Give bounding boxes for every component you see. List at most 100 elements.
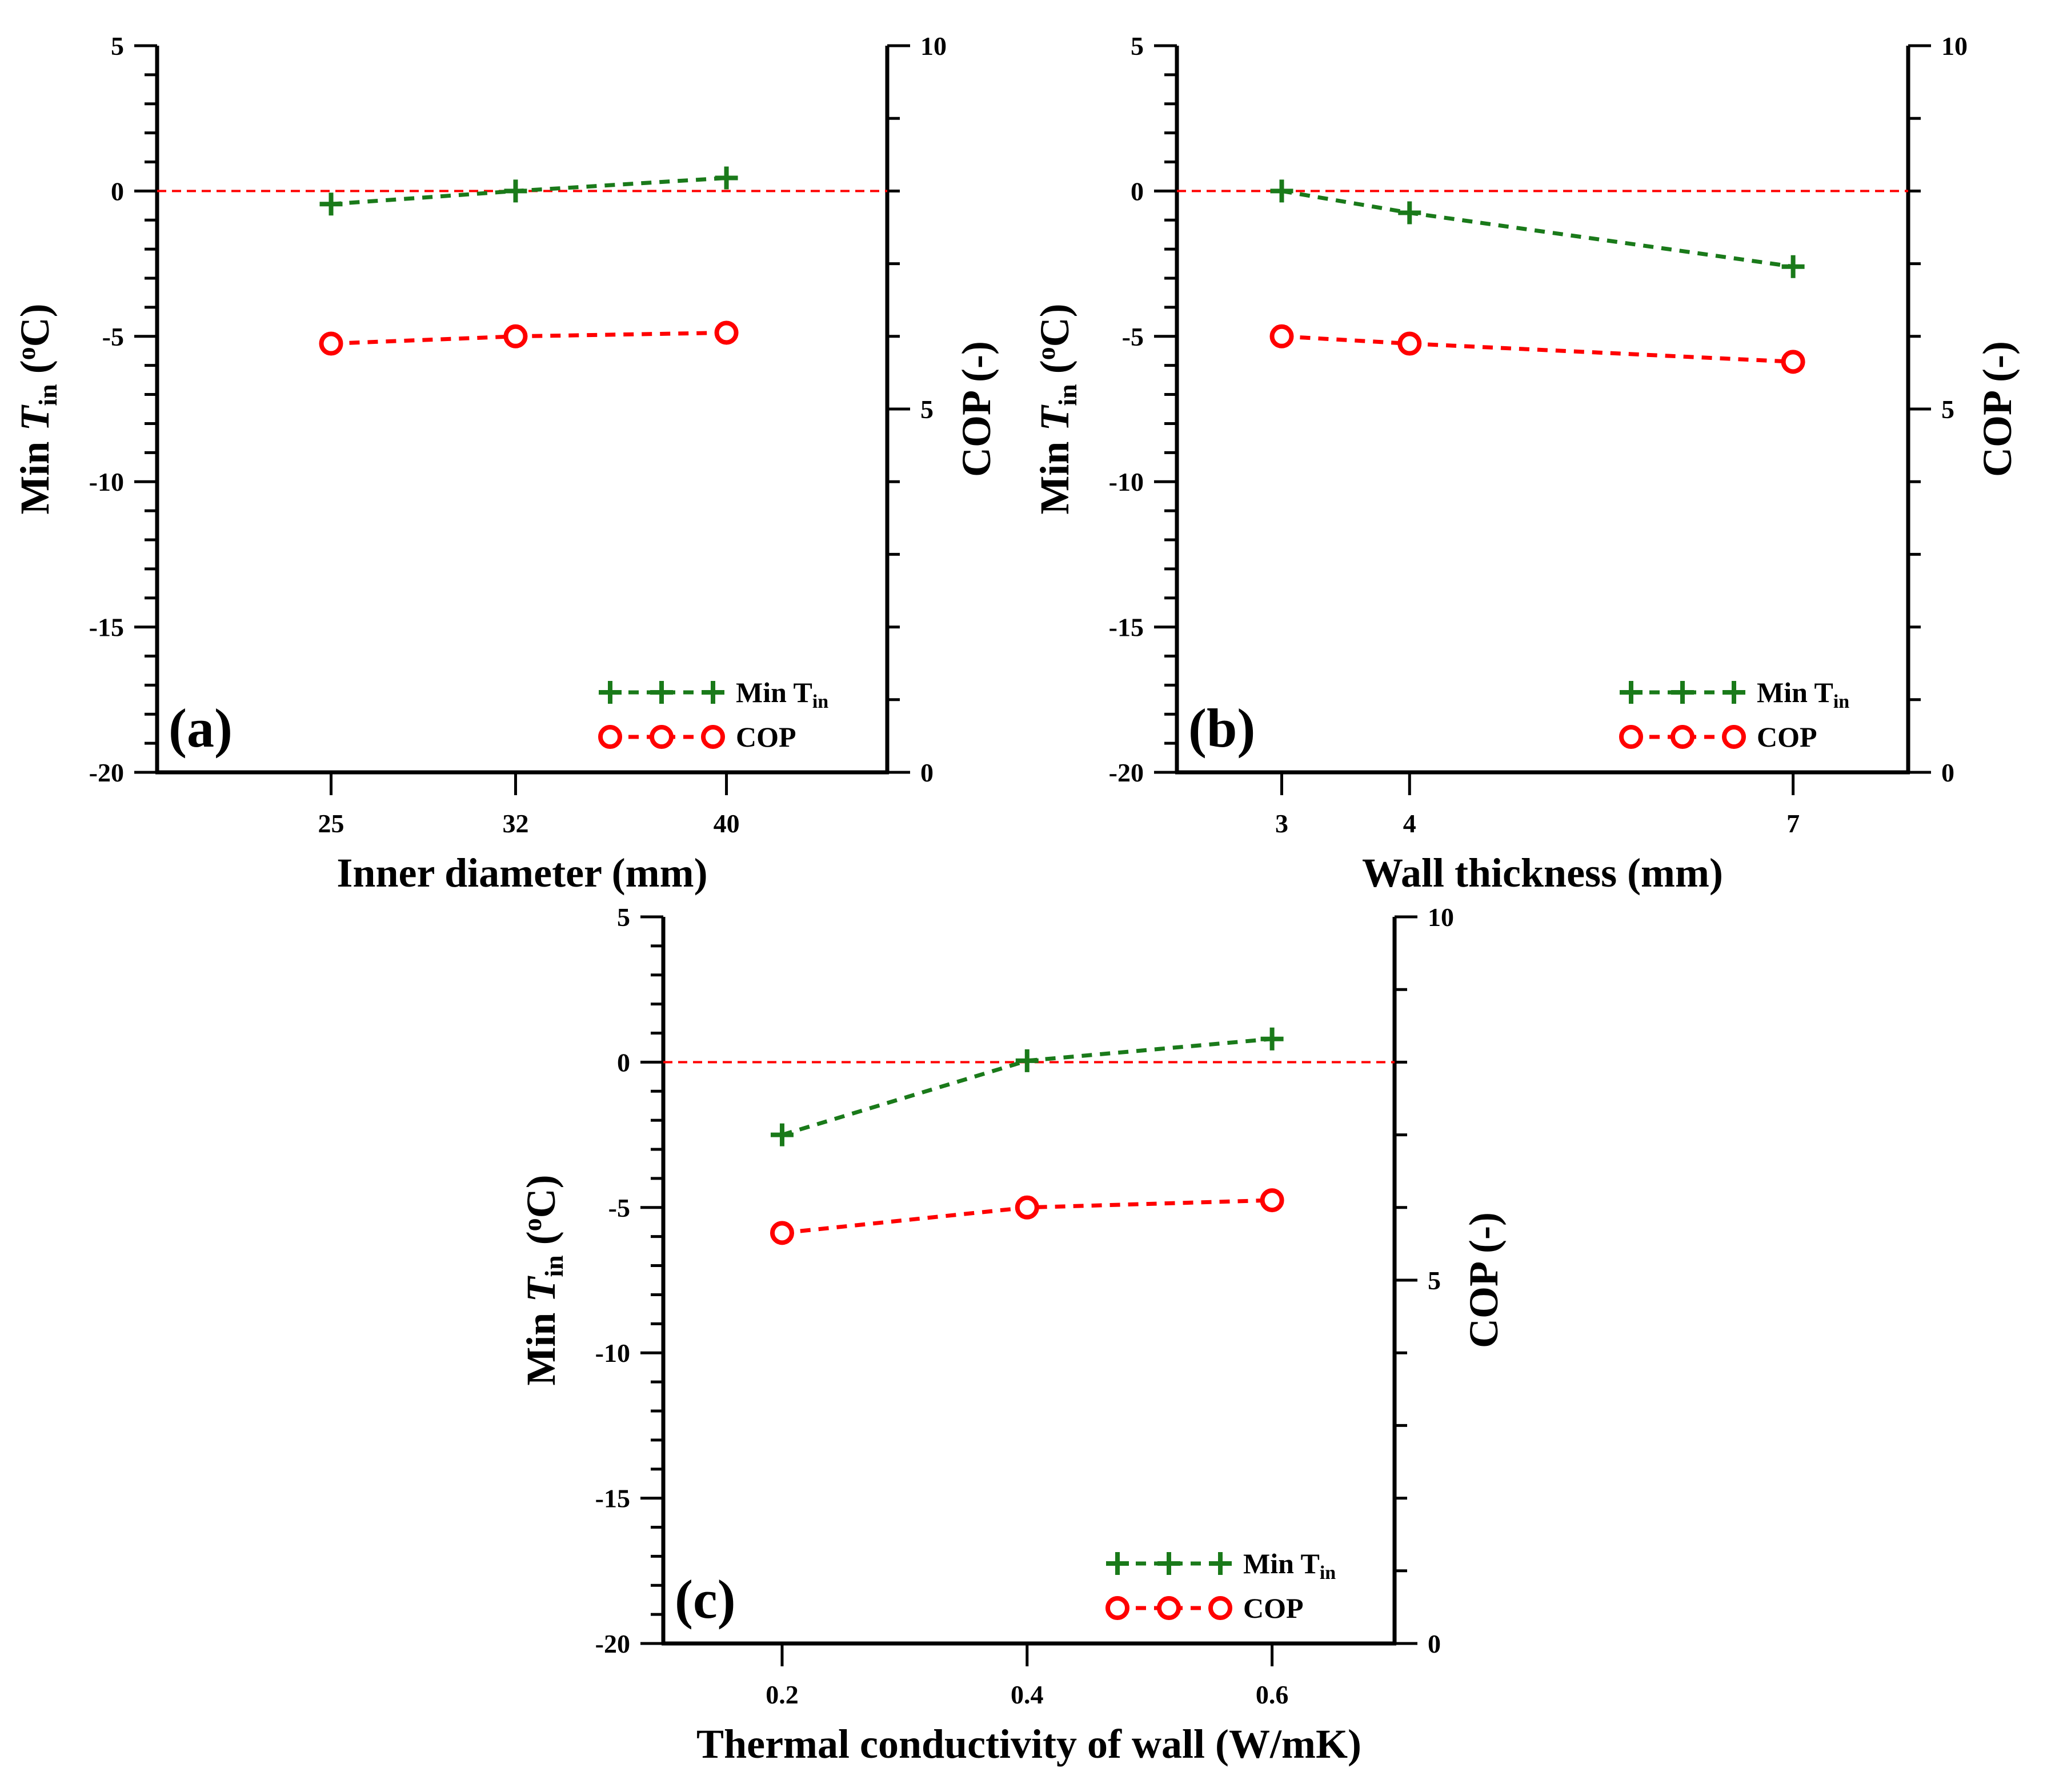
left-axis-title-prefix: Min <box>518 1302 564 1386</box>
legend-plus-marker <box>702 681 724 704</box>
legend-label-min-tin-main: Min T <box>1757 676 1833 708</box>
right-tick-label: 0 <box>1941 758 1954 787</box>
left-tick-label: -15 <box>1109 613 1144 642</box>
right-tick-label: 5 <box>920 395 934 424</box>
x-tick-label: 3 <box>1275 809 1288 838</box>
cop-point <box>1781 350 1805 374</box>
left-tick-label: 5 <box>111 31 124 61</box>
right-tick-label: 5 <box>1941 395 1954 424</box>
legend-circle-marker <box>598 725 622 749</box>
left-tick-label: 5 <box>617 903 630 932</box>
cop-point <box>319 331 343 356</box>
legend-label-min-tin: Min Tin <box>1243 1548 1336 1583</box>
min-tin-point <box>715 166 738 190</box>
x-tick-label: 0.4 <box>1011 1680 1044 1709</box>
min-tin-point <box>770 1123 794 1146</box>
min-tin-point <box>319 193 343 216</box>
left-tick-label: -15 <box>89 613 124 642</box>
legend-label-cop: COP <box>1243 1592 1304 1624</box>
left-tick-label: 0 <box>111 177 124 206</box>
right-axis-title: COP (-) <box>1461 1212 1507 1348</box>
cop-point <box>503 324 528 348</box>
legend-plus-marker <box>1620 681 1643 704</box>
left-axis-title-open: ( <box>1032 360 1077 384</box>
cop-point <box>1260 1188 1284 1213</box>
right-tick-label: 10 <box>1941 31 1968 61</box>
min-tin-point <box>1781 255 1805 278</box>
right-tick-label: 0 <box>1428 1629 1441 1658</box>
legend-plus-marker <box>1157 1552 1180 1575</box>
cop-point <box>1397 331 1422 356</box>
left-tick-label: -5 <box>102 322 124 351</box>
legend-label-cop: COP <box>1757 721 1817 753</box>
left-tick-label: -20 <box>89 758 124 787</box>
left-axis-title-prefix: Min <box>12 431 58 515</box>
legend-circle-marker <box>1722 725 1746 749</box>
left-tick-label: -10 <box>1109 467 1144 496</box>
legend-label-min-tin: Min Tin <box>736 676 828 712</box>
left-tick-label: -20 <box>1109 758 1144 787</box>
legend-plus-marker <box>1209 1552 1232 1575</box>
left-tick-label: -5 <box>608 1193 630 1222</box>
left-axis-title-open: ( <box>12 360 58 384</box>
legend-plus-marker <box>1671 681 1694 704</box>
legend-label-min-tin-sub: in <box>812 691 828 712</box>
left-axis-title-var: T <box>1032 404 1077 431</box>
cop-point <box>770 1221 794 1245</box>
min-tin-point <box>1270 179 1293 203</box>
x-tick-label: 4 <box>1403 809 1416 838</box>
panel-label: (b) <box>1188 697 1255 759</box>
legend-label-min-tin: Min Tin <box>1757 676 1849 712</box>
legend-circle-marker <box>701 725 725 749</box>
legend: Min Tin COP <box>1619 676 1849 753</box>
x-axis-title: Inner diameter (mm) <box>337 850 707 896</box>
right-axis-title: COP (-) <box>1974 341 2020 477</box>
left-tick-label: -10 <box>595 1338 630 1368</box>
right-tick-label: 10 <box>920 31 947 61</box>
legend-plus-marker <box>599 681 622 704</box>
legend-circle-marker <box>1671 725 1695 749</box>
left-tick-label: 0 <box>1131 177 1144 206</box>
left-axis-title-open: ( <box>518 1231 564 1255</box>
cop-point <box>714 320 739 345</box>
cop-point <box>1269 324 1294 348</box>
legend-circle-marker <box>1208 1596 1232 1620</box>
right-tick-label: 5 <box>1428 1266 1441 1295</box>
series-line-cop <box>1281 334 1793 364</box>
panel-label: (a) <box>169 697 233 759</box>
left-axis-title-close: C) <box>1032 303 1077 347</box>
min-tin-point <box>1015 1049 1039 1072</box>
left-tick-label: -5 <box>1122 322 1144 351</box>
legend-plus-marker <box>1106 1552 1129 1575</box>
left-axis-title: Min Tin (oC) <box>11 303 62 514</box>
legend: Min Tin COP <box>598 676 828 753</box>
legend-label-min-tin-main: Min T <box>1243 1548 1320 1579</box>
legend-circle-marker <box>1619 725 1643 749</box>
left-axis-title-sub: in <box>1053 384 1082 406</box>
left-axis-title-close: C) <box>12 303 58 347</box>
legend-circle-marker <box>650 725 674 749</box>
left-axis-title-prefix: Min <box>1032 431 1077 515</box>
left-axis-title-sup: o <box>518 1218 547 1231</box>
left-axis-title-sub: in <box>539 1255 568 1277</box>
panel-label: (c) <box>675 1569 736 1630</box>
left-axis-title-sub: in <box>33 384 62 406</box>
legend-label-min-tin-sub: in <box>1320 1562 1336 1583</box>
cop-point <box>1015 1195 1039 1220</box>
left-tick-label: 5 <box>1131 31 1144 61</box>
min-tin-point <box>504 179 527 203</box>
left-axis-title-sup: o <box>11 347 41 360</box>
legend-label-cop: COP <box>736 721 796 753</box>
right-tick-label: 10 <box>1428 903 1454 932</box>
right-axis-title: COP (-) <box>954 341 999 477</box>
x-axis-title: Thermal conductivity of wall (W/mK) <box>696 1721 1361 1767</box>
left-tick-label: 0 <box>617 1048 630 1077</box>
left-tick-label: -15 <box>595 1484 630 1513</box>
x-axis-title: Wall thickness (mm) <box>1362 850 1723 896</box>
legend-circle-marker <box>1157 1596 1181 1620</box>
left-axis-title-close: C) <box>518 1174 564 1218</box>
legend-plus-marker <box>650 681 673 704</box>
